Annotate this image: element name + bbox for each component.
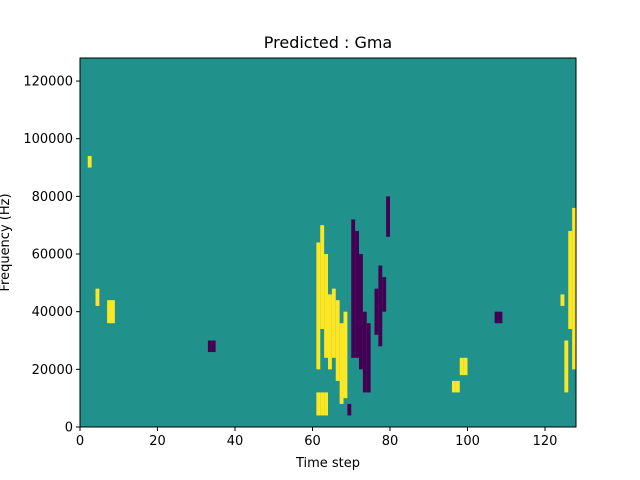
y-tick-label: 60000 [32,248,73,263]
heatmap-cell [95,288,100,306]
heatmap-cell [572,207,577,370]
heatmap-cell [320,225,325,329]
x-tick-label: 20 [149,434,166,449]
heatmap-cell [324,392,329,416]
chart-title: Predicted : Gma [264,33,392,52]
x-axis-label: Time step [295,456,360,471]
heatmap-cell [378,265,383,347]
heatmap-cell [324,254,329,358]
heatmap-cell [498,311,503,324]
heatmap-cell [331,288,336,358]
heatmap-cell [207,340,212,353]
plot-area [79,57,577,428]
heatmap-cells [87,156,577,416]
heatmap-cell [87,156,92,168]
heatmap-cell [382,277,387,312]
heatmap-cell [455,380,460,393]
heatmap-cell [351,219,356,358]
heatmap-cell [335,300,340,381]
heatmap-cell [366,323,371,393]
plot-frame [79,57,577,428]
heatmap-cell [111,300,115,324]
heatmap-cell [339,323,344,404]
x-tick-label: 60 [304,434,321,449]
y-tick-label: 0 [65,421,73,436]
heatmap-cell [347,403,352,416]
heatmap-cell [564,340,569,393]
y-axis: 0 20000 40000 60000 80000 100000 120000 [23,75,80,436]
heatmap-cell [316,392,321,416]
heatmap-cell [107,300,112,324]
heatmap-cell [386,196,391,237]
heatmap-cell [463,357,468,376]
heatmap-cell [211,340,216,353]
heatmap-cell [355,230,360,358]
heatmap-cell [316,242,321,370]
x-tick-label: 100 [455,434,480,449]
y-tick-label: 100000 [23,132,73,147]
heatmap-cell [328,294,332,370]
heatmap-cell [568,230,573,329]
heatmap-cell [320,392,325,416]
y-tick-label: 40000 [32,305,73,320]
y-tick-label: 20000 [32,363,73,378]
y-tick-label: 120000 [23,75,73,90]
heatmap-background [80,58,576,427]
heatmap-cell [494,311,499,324]
y-tick-label: 80000 [32,190,73,205]
heatmap-cell [362,311,367,393]
x-tick-label: 120 [533,434,558,449]
x-tick-label: 80 [382,434,399,449]
x-axis: 0 20 40 60 80 100 120 [76,427,558,449]
heatmap-cell [343,311,348,399]
y-axis-label: Frequency (Hz) [0,193,13,291]
heatmap-cell [359,254,363,370]
heatmap-cell [459,357,464,376]
heatmap-cell [452,380,456,393]
x-tick-label: 0 [76,434,84,449]
x-tick-label: 40 [227,434,244,449]
heatmap-cell [374,288,379,335]
heatmap-cell [560,294,565,306]
